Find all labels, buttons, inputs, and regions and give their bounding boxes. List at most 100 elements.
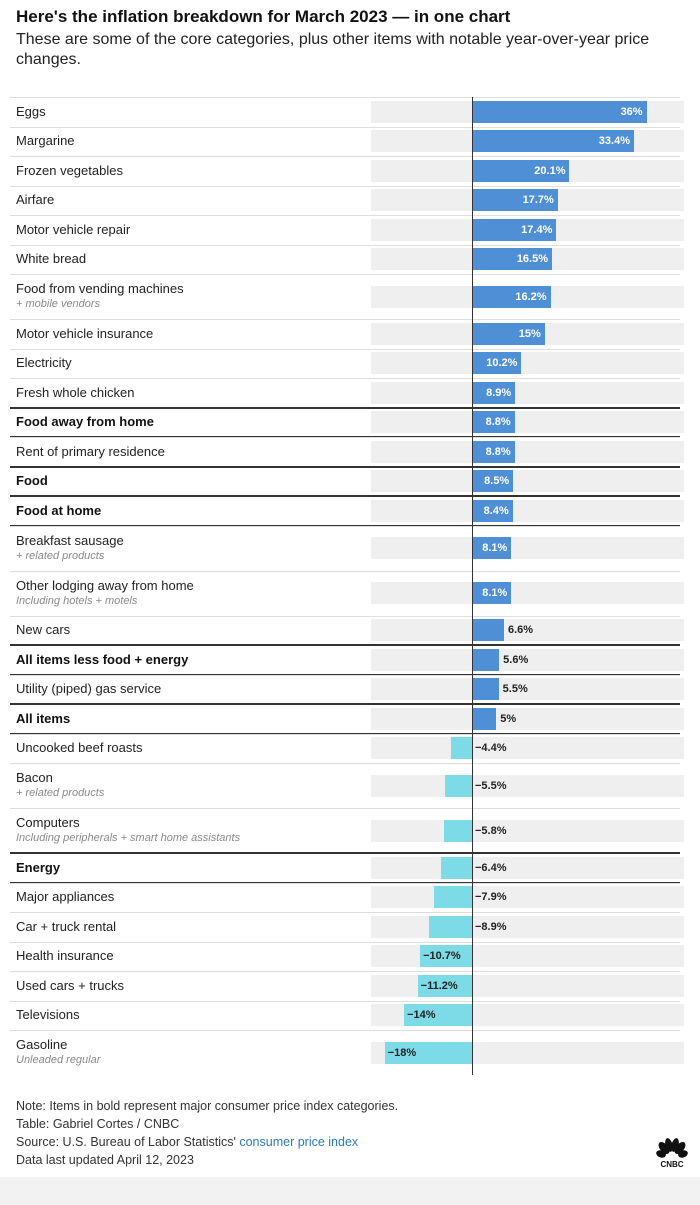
bar-value-label: 8.1% [482, 587, 508, 599]
chart-row: Used cars + trucks −11.2% [10, 971, 684, 1001]
bar-track [371, 411, 684, 434]
bar-track [371, 499, 684, 522]
chart-row: Margarine 33.4% [10, 126, 684, 157]
row-label: Motor vehicle repair [16, 221, 131, 237]
chart-row: Eggs 36% [10, 97, 684, 127]
bar [443, 819, 472, 842]
bar-value-label: −5.8% [475, 824, 507, 837]
category-divider-top [10, 465, 680, 468]
bar-value-label: −18% [387, 1046, 417, 1059]
row-label: Margarine [16, 133, 75, 149]
chart-row: Breakfast sausage + related products 8.1% [10, 525, 684, 571]
bar [420, 945, 472, 968]
row-divider [10, 882, 680, 884]
row-sublabel: Including hotels + motels [16, 594, 138, 607]
bar-track [371, 886, 684, 909]
chart-row: Major appliances −7.9% [10, 882, 684, 913]
bar-value-label: −4.4% [475, 742, 507, 755]
bar-value-label: 8.9% [486, 386, 512, 399]
bar [472, 352, 522, 375]
bar [472, 440, 515, 463]
row-divider [10, 185, 680, 187]
cnbc-logo: CNBC [654, 1138, 690, 1169]
chart-row: Motor vehicle insurance 15% [10, 319, 684, 349]
category-divider-top [10, 495, 680, 497]
bar-value-label: 36% [620, 105, 643, 118]
row-divider [10, 244, 680, 246]
peacock-icon: CNBC [656, 1138, 688, 1169]
chart-notes: Note: Items in bold represent major cons… [16, 1097, 398, 1169]
chart-row: Utility (piped) gas service 5.5% [10, 674, 684, 705]
bar [472, 130, 634, 153]
bar [472, 285, 551, 308]
chart-row: Computers Including peripherals + smart h… [10, 808, 684, 853]
row-divider [10, 97, 680, 98]
row-label: All items less food + energy [16, 651, 189, 667]
bar-value-label: −8.9% [475, 920, 507, 933]
row-sublabel: + related products [16, 549, 105, 562]
row-divider [10, 733, 680, 735]
note-text: Note: Items in bold represent major cons… [16, 1099, 399, 1113]
bar-track [371, 819, 684, 842]
bar [433, 886, 472, 909]
bar [472, 248, 553, 271]
bar-value-label: 8.5% [484, 475, 510, 488]
row-divider [10, 971, 680, 972]
bar [472, 499, 513, 522]
row-label: Food [16, 473, 48, 489]
bar [472, 381, 516, 404]
source-link[interactable]: consumer price index [239, 1135, 359, 1149]
category-divider-top [10, 644, 680, 646]
row-label: Fresh whole chicken [16, 384, 135, 400]
row-label: Airfare [16, 192, 55, 208]
bar-value-label: 16.5% [516, 253, 549, 266]
bar [472, 537, 512, 559]
row-divider [10, 274, 680, 275]
row-divider [10, 126, 680, 128]
row-divider [10, 378, 680, 379]
row-divider [10, 912, 680, 913]
row-divider [10, 156, 680, 157]
data-updated: Data last updated April 12, 2023 [16, 1153, 194, 1167]
bar-track [371, 648, 684, 671]
chart-row: Fresh whole chicken 8.9% [10, 378, 684, 408]
bar [472, 619, 504, 642]
chart-row: Other lodging away from home Including ho… [10, 570, 684, 616]
bar [472, 100, 647, 123]
row-sublabel: Unleaded regular [16, 1054, 101, 1066]
chart-row: All items less food + energy 5.6% [10, 644, 684, 676]
chart-row: Food away from home 8.8% [10, 406, 684, 438]
chart-row: Bacon + related products −5.5% [10, 763, 684, 808]
row-divider [10, 215, 680, 216]
bar-value-label: 15% [518, 327, 541, 340]
bar [404, 1004, 472, 1027]
chart-subtitle: These are some of the core categories, p… [16, 31, 650, 68]
row-divider [10, 319, 680, 320]
bar [472, 582, 512, 604]
bar-track [371, 678, 684, 701]
bar-value-label: −10.7% [423, 950, 461, 963]
row-sublabel: + related products [16, 787, 105, 799]
chart-row: Rent of primary residence 8.8% [10, 437, 684, 467]
bar [472, 411, 515, 434]
row-label: Gasoline [16, 1037, 68, 1052]
row-label: All items [16, 710, 71, 726]
bar [472, 322, 545, 345]
zero-axis-line [472, 97, 473, 1075]
chart-row: White bread 16.5% [10, 244, 684, 275]
chart-row: Frozen vegetables 20.1% [10, 156, 684, 186]
row-label: Motor vehicle insurance [16, 325, 154, 341]
footer-strip [0, 1177, 700, 1205]
logo-text: CNBC [660, 1160, 683, 1168]
bar [417, 974, 472, 997]
row-label: Other lodging away from home [16, 577, 194, 593]
bar-track [371, 470, 684, 493]
chart-row: Electricity 10.2% [10, 348, 684, 379]
bar [472, 470, 514, 493]
row-label: Major appliances [16, 889, 115, 905]
bar-track [371, 856, 684, 879]
row-label: Electricity [16, 355, 72, 371]
bar-value-label: 16.2% [515, 290, 547, 303]
chart-row: Gasoline Unleaded regular −18% [10, 1030, 684, 1075]
bar [440, 856, 472, 879]
